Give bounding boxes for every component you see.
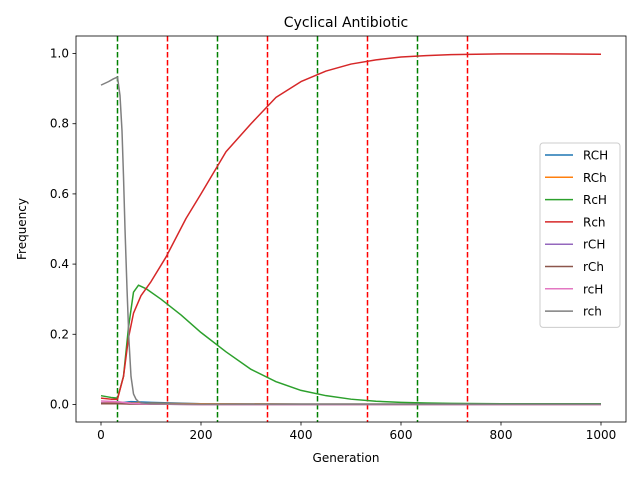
legend-label-Rch: Rch [583, 215, 606, 229]
legend-label-RCh: RCh [583, 171, 607, 185]
legend-label-rch: rch [583, 305, 602, 319]
plot-frame [75, 35, 627, 423]
y-tick-label: 0.8 [50, 117, 69, 131]
legend-label-rCH: rCH [583, 238, 605, 252]
x-tick-label: 400 [290, 428, 313, 442]
y-tick-label: 0.0 [50, 397, 69, 411]
plot-area [75, 35, 627, 423]
y-axis-ticks: 0.0 0.2 0.4 0.6 0.8 1.0 [50, 47, 76, 411]
legend: RCH RCh RcH Rch rCH rCh rcH rch [539, 142, 621, 328]
y-tick-label: 1.0 [50, 47, 69, 61]
legend-label-RcH: RcH [583, 193, 607, 207]
series-line-rch [100, 76, 601, 405]
x-tick-label: 600 [390, 428, 413, 442]
y-axis-label: Frequency [15, 198, 29, 260]
y-tick-label: 0.2 [50, 327, 69, 341]
chart-title: Cyclical Antibiotic [284, 15, 408, 31]
legend-label-RCH: RCH [583, 149, 608, 163]
series-lines [100, 53, 602, 406]
x-tick-label: 200 [190, 428, 213, 442]
legend-label-rcH: rcH [583, 282, 603, 296]
x-axis-ticks: 0 200 400 600 800 1000 [97, 422, 616, 442]
x-tick-label: 800 [490, 428, 513, 442]
x-tick-label: 0 [97, 428, 105, 442]
y-tick-label: 0.6 [50, 187, 69, 201]
x-tick-label: 1000 [586, 428, 617, 442]
y-tick-label: 0.4 [50, 257, 69, 271]
vertical-markers [116, 36, 469, 422]
legend-label-rCh: rCh [583, 260, 604, 274]
legend-box [539, 142, 621, 328]
x-axis-label: Generation [313, 451, 380, 465]
series-line-RcH [100, 284, 601, 405]
